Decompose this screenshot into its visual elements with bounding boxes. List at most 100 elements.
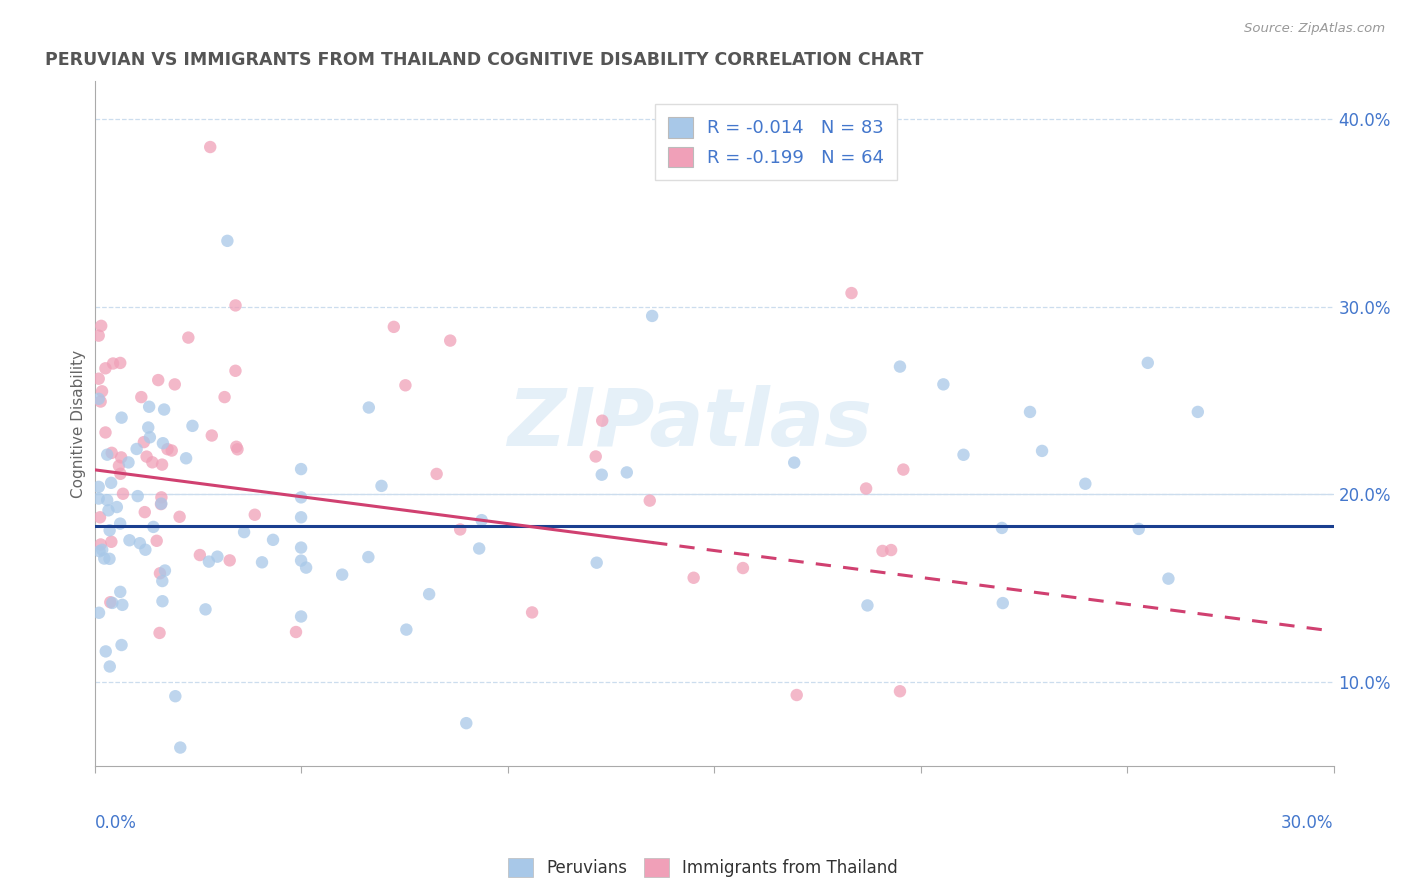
Point (110, 638, 132, 652)
Point (449, 523, 471, 537)
Point (128, 536, 150, 550)
Point (243, 508, 266, 522)
Point (150, 574, 173, 588)
Point (841, 286, 863, 301)
Point (290, 541, 312, 555)
Point (177, 330, 200, 344)
Point (111, 598, 134, 612)
Point (125, 442, 148, 456)
Point (198, 555, 221, 569)
Point (91, 542, 114, 557)
Point (98, 595, 121, 609)
Point (394, 378, 416, 392)
Point (471, 513, 494, 527)
Point (290, 462, 312, 476)
Point (101, 596, 124, 610)
Point (142, 520, 165, 534)
Point (153, 402, 176, 417)
Point (585, 556, 607, 570)
Point (89, 544, 111, 558)
Point (165, 690, 187, 704)
Point (169, 740, 191, 755)
Point (89, 510, 111, 524)
Point (295, 560, 318, 574)
Point (139, 430, 162, 444)
Point (127, 489, 149, 503)
Point (117, 455, 139, 469)
Point (163, 377, 186, 392)
Point (233, 525, 256, 540)
Point (87, 392, 110, 406)
Point (152, 436, 174, 450)
Point (148, 373, 170, 387)
Point (932, 377, 955, 392)
Legend: R = -0.014   N = 83, R = -0.199   N = 64: R = -0.014 N = 83, R = -0.199 N = 64 (655, 104, 897, 180)
Point (616, 466, 638, 480)
Point (90, 537, 112, 551)
Point (98, 551, 121, 566)
Point (150, 491, 173, 505)
Point (395, 623, 418, 637)
Point (1136, 356, 1159, 370)
Point (880, 543, 903, 558)
Legend: Peruvians, Immigrants from Thailand: Peruvians, Immigrants from Thailand (502, 852, 904, 884)
Point (889, 684, 911, 698)
Point (90, 318, 112, 333)
Point (87, 328, 110, 343)
Point (96, 493, 118, 508)
Point (105, 500, 128, 514)
Point (131, 390, 153, 404)
Point (87, 372, 110, 386)
Point (382, 319, 405, 334)
Point (641, 309, 664, 323)
Point (285, 625, 308, 640)
Point (97, 503, 120, 517)
Point (98, 659, 121, 673)
Point (855, 482, 877, 496)
Point (290, 510, 312, 524)
Point (100, 475, 122, 490)
Point (108, 458, 131, 473)
Point (330, 567, 353, 582)
Point (100, 534, 122, 549)
Text: 0.0%: 0.0% (94, 814, 136, 832)
Point (110, 450, 132, 465)
Point (188, 548, 211, 562)
Point (200, 140, 222, 154)
Point (1019, 405, 1042, 419)
Point (149, 497, 172, 511)
Text: PERUVIAN VS IMMIGRANTS FROM THAILAND COGNITIVE DISABILITY CORRELATION CHART: PERUVIAN VS IMMIGRANTS FROM THAILAND COG… (45, 51, 924, 69)
Point (218, 553, 240, 567)
Point (591, 467, 613, 482)
Point (290, 491, 312, 505)
Point (194, 602, 217, 616)
Y-axis label: Cognitive Disability: Cognitive Disability (72, 350, 86, 498)
Point (141, 455, 163, 469)
Point (891, 462, 914, 476)
Point (174, 451, 197, 466)
Point (152, 594, 174, 608)
Point (1031, 444, 1053, 458)
Point (638, 493, 661, 508)
Point (87, 491, 110, 506)
Point (201, 428, 224, 442)
Point (118, 533, 141, 548)
Point (108, 516, 131, 531)
Point (439, 334, 461, 348)
Point (262, 533, 284, 547)
Point (225, 298, 247, 312)
Point (786, 688, 808, 702)
Point (856, 599, 879, 613)
Point (952, 448, 974, 462)
Point (224, 364, 246, 378)
Point (591, 414, 613, 428)
Point (991, 521, 1014, 535)
Point (181, 418, 204, 433)
Point (418, 587, 440, 601)
Point (110, 356, 132, 370)
Point (134, 505, 156, 519)
Point (94, 425, 117, 440)
Point (217, 234, 239, 248)
Point (134, 542, 156, 557)
Point (135, 450, 157, 464)
